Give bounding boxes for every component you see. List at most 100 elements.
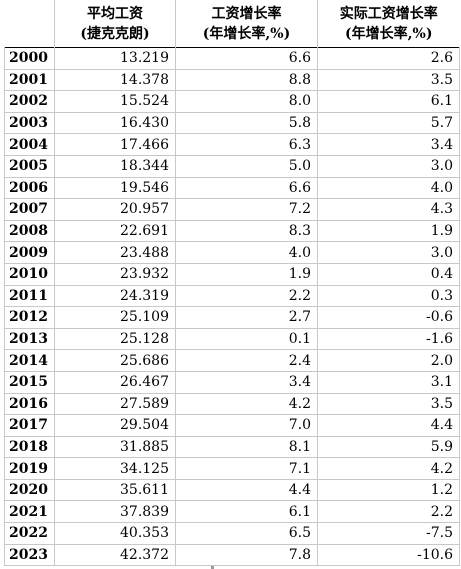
cell-wage-growth: 7.0 — [175, 414, 318, 437]
column-header-line: (年增长率,%) — [202, 25, 291, 42]
cell-wage-growth: 8.3 — [175, 219, 318, 243]
cell-year: 2007 — [4, 198, 55, 221]
table-row: 2003 16.430 5.8 5.7 — [4, 111, 460, 135]
cell-real-wage-growth: 3.5 — [317, 392, 460, 416]
cell-avg-wage: 18.344 — [54, 154, 176, 178]
table-row: 2014 25.686 2.4 2.0 — [4, 349, 460, 372]
cell-year: 2012 — [4, 306, 55, 329]
cell-year: 2006 — [4, 176, 55, 200]
cell-real-wage-growth: -7.5 — [317, 522, 460, 545]
cell-real-wage-growth: 2.6 — [317, 47, 460, 70]
table-row: 2002 15.524 8.0 6.1 — [4, 90, 460, 113]
cell-year: 2008 — [4, 219, 55, 243]
cell-year: 2001 — [4, 68, 55, 92]
column-header-line: 平均工资 — [87, 5, 143, 22]
cell-real-wage-growth: 1.2 — [317, 478, 460, 502]
cell-avg-wage: 26.467 — [54, 370, 176, 394]
table-header: 平均工资 (捷克克朗) 工资增长率 (年增长率,%) 实际工资增长率 (年增长率,%) — [4, 0, 460, 48]
table-row: 2016 27.589 4.2 3.5 — [4, 392, 460, 416]
cell-wage-growth: 7.1 — [175, 457, 318, 480]
cell-wage-growth: 0.1 — [175, 327, 318, 351]
cell-year: 2011 — [4, 284, 55, 308]
column-header-year — [4, 0, 55, 48]
cell-real-wage-growth: 0.4 — [317, 262, 460, 286]
cell-real-wage-growth: 4.2 — [317, 457, 460, 480]
cell-real-wage-growth: 4.0 — [317, 176, 460, 200]
table-row: 2018 31.885 8.1 5.9 — [4, 435, 460, 459]
page-dot-marker — [211, 566, 214, 569]
cell-year: 2017 — [4, 414, 55, 437]
cell-wage-growth: 4.2 — [175, 392, 318, 416]
table-body: 2000 13.219 6.6 2.6 2001 14.378 8.8 3.5 2002 15.5… — [4, 47, 460, 567]
cell-avg-wage: 15.524 — [54, 90, 176, 113]
cell-year: 2004 — [4, 133, 55, 156]
cell-year: 2019 — [4, 457, 55, 480]
cell-real-wage-growth: 6.1 — [317, 90, 460, 113]
cell-avg-wage: 19.546 — [54, 176, 176, 200]
cell-year: 2009 — [4, 241, 55, 264]
cell-wage-growth: 2.7 — [175, 306, 318, 329]
cell-wage-growth: 2.2 — [175, 284, 318, 308]
cell-real-wage-growth: 4.4 — [317, 414, 460, 437]
column-header-line: (捷克克朗) — [80, 25, 150, 42]
cell-wage-growth: 6.6 — [175, 47, 318, 70]
cell-avg-wage: 17.466 — [54, 133, 176, 156]
table-row: 2019 34.125 7.1 4.2 — [4, 457, 460, 480]
cell-wage-growth: 6.3 — [175, 133, 318, 156]
table-row: 2011 24.319 2.2 0.3 — [4, 284, 460, 308]
cell-wage-growth: 4.0 — [175, 241, 318, 264]
cell-year: 2014 — [4, 349, 55, 372]
cell-avg-wage: 24.319 — [54, 284, 176, 308]
cell-real-wage-growth: -1.6 — [317, 327, 460, 351]
cell-wage-growth: 8.1 — [175, 435, 318, 459]
cell-avg-wage: 37.839 — [54, 500, 176, 524]
cell-real-wage-growth: 0.3 — [317, 284, 460, 308]
cell-wage-growth: 6.1 — [175, 500, 318, 524]
cell-real-wage-growth: 3.1 — [317, 370, 460, 394]
table-row: 2020 35.611 4.4 1.2 — [4, 478, 460, 502]
cell-year: 2022 — [4, 522, 55, 545]
cell-year: 2005 — [4, 154, 55, 178]
cell-avg-wage: 42.372 — [54, 543, 176, 567]
cell-wage-growth: 7.2 — [175, 198, 318, 221]
cell-year: 2016 — [4, 392, 55, 416]
cell-real-wage-growth: 4.3 — [317, 198, 460, 221]
cell-year: 2002 — [4, 90, 55, 113]
column-header-avg-wage: 平均工资 (捷克克朗) — [54, 0, 176, 48]
cell-wage-growth: 7.8 — [175, 543, 318, 567]
cell-avg-wage: 16.430 — [54, 111, 176, 135]
cell-real-wage-growth: 3.0 — [317, 241, 460, 264]
cell-real-wage-growth: 3.0 — [317, 154, 460, 178]
cell-avg-wage: 23.932 — [54, 262, 176, 286]
cell-avg-wage: 25.109 — [54, 306, 176, 329]
cell-year: 2018 — [4, 435, 55, 459]
cell-wage-growth: 2.4 — [175, 349, 318, 372]
cell-wage-growth: 5.0 — [175, 154, 318, 178]
column-header-wage-growth: 工资增长率 (年增长率,%) — [175, 0, 318, 48]
cell-avg-wage: 13.219 — [54, 47, 176, 70]
cell-real-wage-growth: 2.0 — [317, 349, 460, 372]
cell-real-wage-growth: 5.9 — [317, 435, 460, 459]
cell-real-wage-growth: -0.6 — [317, 306, 460, 329]
cell-real-wage-growth: 3.4 — [317, 133, 460, 156]
cell-avg-wage: 27.589 — [54, 392, 176, 416]
table-row: 2009 23.488 4.0 3.0 — [4, 241, 460, 264]
table-row: 2000 13.219 6.6 2.6 — [4, 47, 460, 70]
table-row: 2013 25.128 0.1 -1.6 — [4, 327, 460, 351]
cell-avg-wage: 35.611 — [54, 478, 176, 502]
cell-year: 2000 — [4, 47, 55, 70]
cell-avg-wage: 31.885 — [54, 435, 176, 459]
table-row: 2010 23.932 1.9 0.4 — [4, 262, 460, 286]
cell-real-wage-growth: 2.2 — [317, 500, 460, 524]
table-row: 2012 25.109 2.7 -0.6 — [4, 306, 460, 329]
table-row: 2006 19.546 6.6 4.0 — [4, 176, 460, 200]
cell-wage-growth: 3.4 — [175, 370, 318, 394]
column-header-line: (年增长率,%) — [345, 25, 433, 42]
table-row: 2017 29.504 7.0 4.4 — [4, 414, 460, 437]
table-row: 2001 14.378 8.8 3.5 — [4, 68, 460, 92]
cell-avg-wage: 20.957 — [54, 198, 176, 221]
cell-year: 2023 — [4, 543, 55, 567]
cell-wage-growth: 1.9 — [175, 262, 318, 286]
cell-avg-wage: 34.125 — [54, 457, 176, 480]
cell-year: 2003 — [4, 111, 55, 135]
